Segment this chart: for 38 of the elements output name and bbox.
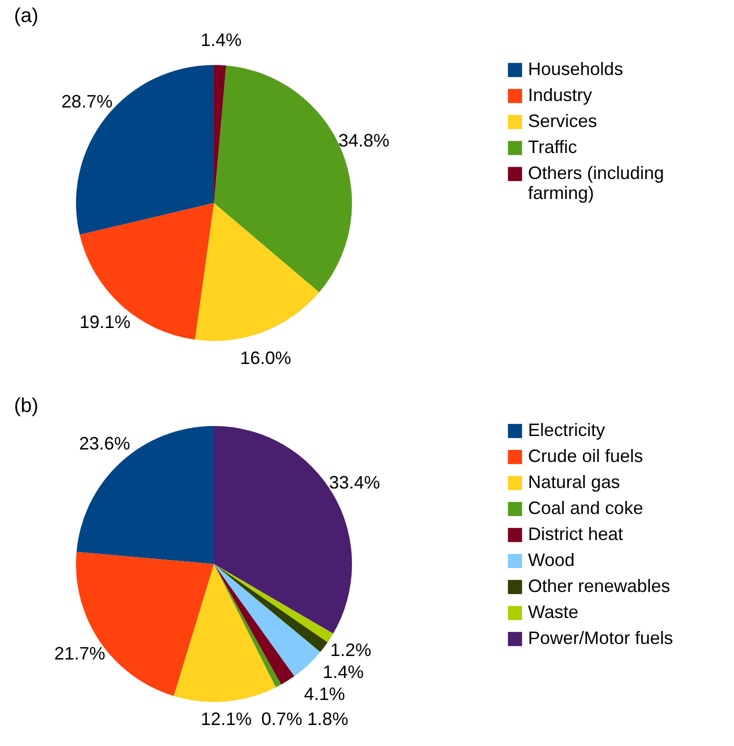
data-label: 33.4% [328,472,380,492]
data-label: 4.1% [304,684,346,704]
data-label: 34.8% [338,130,390,150]
legend-label: Coal and coke [528,498,644,518]
legend-label: Other renewables [528,576,670,596]
legend-label: Waste [528,602,578,622]
data-label: 19.1% [79,312,130,332]
data-label: 23.6% [79,434,130,454]
data-label: 1.4% [200,30,242,50]
pie-slice [214,564,320,676]
legend-label: Wood [528,550,575,570]
pie-slice [214,564,294,685]
legend-label: District heat [528,524,624,544]
legend-label: Natural gas [528,472,620,492]
data-label: 1.2% [330,640,372,660]
legend-label: Industry [528,85,592,105]
pie-slice [194,203,320,341]
data-label: 21.7% [54,644,106,664]
legend-label: Crude oil fuels [528,446,644,466]
legend-label: Electricity [528,420,606,440]
legend-label: Households [528,59,624,79]
legend-label: Traffic [528,137,578,157]
data-label: 1.4% [322,662,364,682]
data-label: 28.7% [61,92,112,112]
pie-slice [80,203,214,340]
pie-slice [174,564,276,702]
data-label: 16.0% [240,348,292,368]
data-label: 12.1% [200,709,252,729]
pie-slice [214,564,282,688]
data-label: 0.7% [261,709,302,729]
chart-title: (b) [14,395,38,417]
pie-slice [214,65,226,203]
chart-title: (a) [14,5,38,28]
legend-label: Others (including farming) [528,163,664,203]
legend-label: Services [528,111,598,131]
pie-slice [76,426,214,564]
legend-label: Power/Motor fuels [528,628,674,648]
data-label: 1.8% [307,709,348,729]
